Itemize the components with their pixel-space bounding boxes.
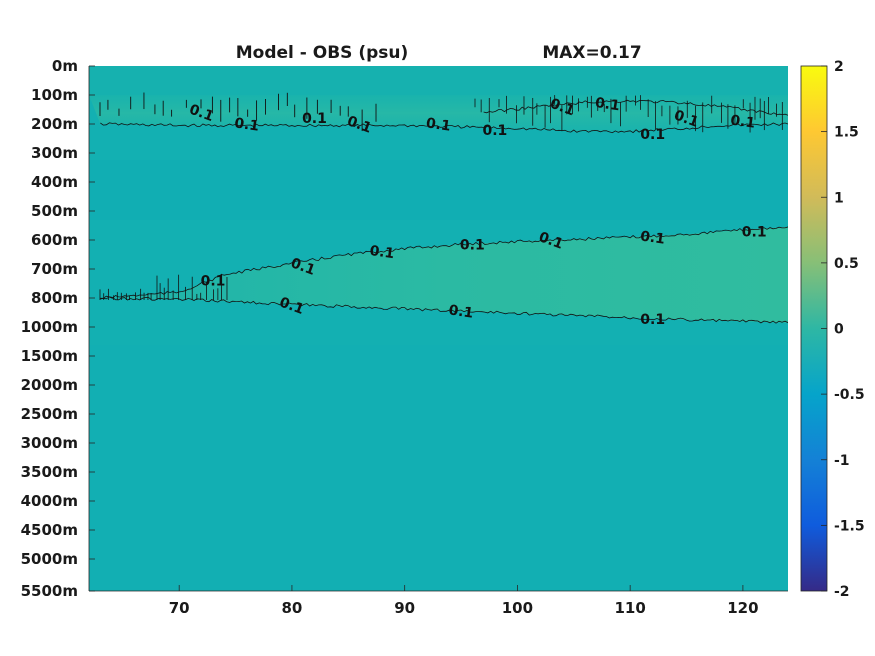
y-tick-label: 100m [31,86,78,104]
contour-upper-bottom [100,122,788,134]
y-tick-label: 0m [52,57,78,75]
y-tick-label: 600m [31,231,78,249]
upper-band-fill [89,95,788,132]
contour-label: 0.1 [640,312,665,328]
max-annotation: MAX=0.17 [542,43,641,63]
contour-label: 0.1 [187,102,216,126]
contour-label: 0.1 [233,115,260,134]
y-tick-label: 3500m [21,463,78,481]
contour-label: 0.1 [639,228,666,247]
contour-label: 0.1 [742,224,767,240]
colorbar-tick-label: 0 [834,322,844,338]
y-tick-label: 5500m [21,582,78,600]
chart-title: Model - OBS (psu) [236,43,409,63]
contour-label: 0.1 [594,95,621,114]
y-tick-label: 700m [31,260,78,278]
contour-label: 0.1 [288,255,317,279]
colorbar-tick-label: 1 [834,190,844,206]
colorbar-tick-label: -1 [834,453,850,469]
y-tick-label: 1500m [21,347,78,365]
contour-label: 0.1 [640,127,665,143]
contour-label: 0.1 [537,229,566,253]
contour-noise [99,92,783,300]
colorbar-tick-label: -2 [834,584,850,600]
contour-lines [100,99,788,324]
x-tick-label: 100 [502,599,533,617]
y-tick-label: 4500m [21,521,78,539]
y-tick-label: 4000m [21,492,78,510]
contour-label: 0.1 [277,294,306,318]
x-tick-label: 90 [394,599,415,617]
y-tick-label: 400m [31,173,78,191]
contour-label: 0.1 [729,112,756,131]
y-tick-label: 200m [31,115,78,133]
contour-label: 0.1 [302,111,327,127]
subsurface-minimum [89,160,788,220]
contour-mid-bottom [100,296,788,324]
deep-layer-tone [89,345,788,591]
contour-label: 0.1 [482,123,507,139]
contour-labels: 0.1 0.1 0.1 0.1 0.1 0.1 0.1 0.1 0.1 0.1 0.1 0.1 0.1 0… [187,95,767,328]
colorbar-tick-label: 2 [834,59,844,75]
plot-area: 0.1 0.1 0.1 0.1 0.1 0.1 0.1 0.1 0.1 0.1 0.1 0.1 0.1 0… [89,66,788,591]
y-tick-label: 1000m [21,318,78,336]
colorbar-tick-label: 0.5 [834,256,859,272]
y-tick-label: 500m [31,202,78,220]
x-tick-label: 120 [727,599,758,617]
colorbar-tick-label: 1.5 [834,125,859,141]
contour-label: 0.1 [448,302,475,321]
contour-label: 0.1 [460,237,485,253]
x-axis-ticks: 70 80 90 100 110 120 [169,585,759,617]
contour-label: 0.1 [345,113,374,137]
colorbar-tick-label: -0.5 [834,387,865,403]
contour-label: 0.1 [201,274,226,290]
mid-band-fill [100,226,788,323]
y-tick-label: 300m [31,144,78,162]
y-tick-label: 3000m [21,434,78,452]
contour-upper-top [483,99,788,116]
contour-label: 0.1 [672,107,701,131]
y-tick-label: 2000m [21,376,78,394]
y-tick-label: 2500m [21,405,78,423]
colorbar-ticks: 2 1.5 1 0.5 0 -0.5 -1 -1.5 -2 [821,59,865,600]
contour-label: 0.1 [548,96,577,120]
y-tick-label: 5000m [21,550,78,568]
x-tick-label: 70 [169,599,190,617]
contour-mid-top [100,226,788,299]
y-tick-label: 800m [31,289,78,307]
colorbar-tick-label: -1.5 [834,518,865,534]
y-axis-ticks: 0m 100m 200m 300m 400m 500m 600m 700m 800m 1000m 1… [21,57,95,600]
contour-label: 0.1 [369,243,396,262]
x-tick-label: 110 [615,599,646,617]
contour-label: 0.1 [425,115,452,134]
x-tick-label: 80 [281,599,302,617]
